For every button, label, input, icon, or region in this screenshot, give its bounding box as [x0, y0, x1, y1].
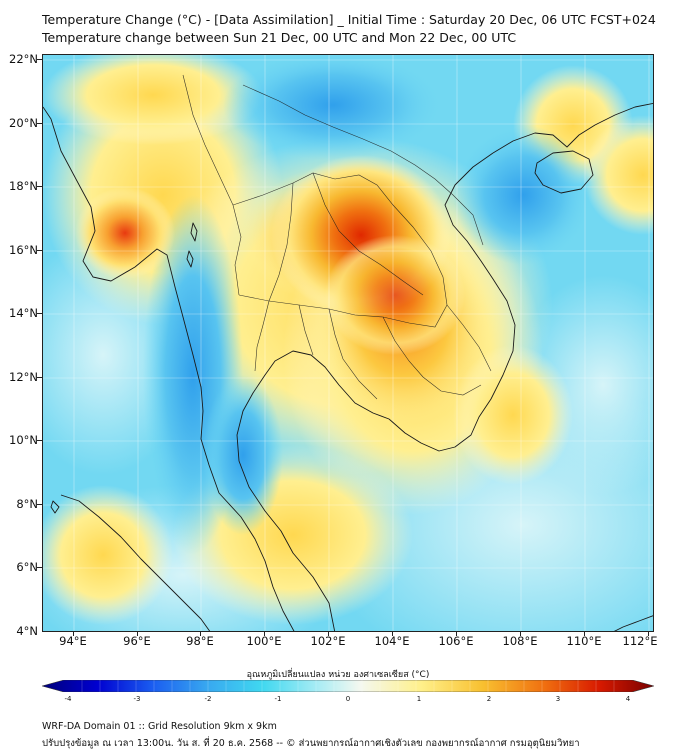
footer-model-info: WRF-DA Domain 01 :: Grid Resolution 9km …	[42, 721, 277, 732]
lon-label-98: 98°E	[186, 634, 214, 648]
lat-label-4: 4°N	[16, 624, 38, 638]
lat-label-14: 14°N	[9, 306, 38, 320]
colorbar-label-2: 2	[486, 695, 492, 703]
lat-label-8: 8°N	[16, 497, 38, 511]
colorbar-title: อุณหภูมิเปลี่ยนแปลง หน่วย องศาเซลเซียส (…	[246, 670, 430, 680]
lon-tick	[520, 632, 521, 636]
lon-label-104: 104°E	[374, 634, 410, 648]
map-title: Temperature Change (°C) - [Data Assimila…	[42, 12, 656, 27]
temperature-change-map	[42, 54, 654, 632]
map-subtitle: Temperature change between Sun 21 Dec, 0…	[42, 30, 517, 45]
colorbar-label-3: 3	[555, 695, 561, 703]
lon-tick	[456, 632, 457, 636]
coastline	[43, 102, 653, 631]
lat-label-16: 16°N	[9, 243, 38, 257]
lon-label-112: 112°E	[622, 634, 658, 648]
lat-tick	[37, 186, 42, 187]
lat-tick	[37, 377, 42, 378]
colorbar-label-minus3: -3	[133, 695, 141, 703]
lon-tick	[648, 632, 649, 636]
map-canvas	[43, 55, 653, 631]
colorbar-label-4: 4	[625, 695, 631, 703]
lon-tick	[200, 632, 201, 636]
lat-tick	[37, 250, 42, 251]
lat-label-6: 6°N	[16, 560, 38, 574]
lon-tick	[328, 632, 329, 636]
colorbar-label-minus1: -1	[274, 695, 282, 703]
lat-label-10: 10°N	[9, 433, 38, 447]
lon-label-110: 110°E	[566, 634, 602, 648]
lat-label-18: 18°N	[9, 179, 38, 193]
colorbar-label-0: 0	[345, 695, 351, 703]
lon-label-106: 106°E	[438, 634, 474, 648]
footer-update-info: ปรับปรุงข้อมูล ณ เวลา 13:00น. วัน ส. ที่…	[42, 738, 580, 749]
lat-tick	[37, 123, 42, 124]
lon-tick	[584, 632, 585, 636]
lon-label-96: 96°E	[123, 634, 151, 648]
lat-tick	[37, 440, 42, 441]
colorbar-label-minus4: -4	[64, 695, 72, 703]
lon-label-94: 94°E	[59, 634, 87, 648]
lat-tick	[37, 567, 42, 568]
lon-tick	[137, 632, 138, 636]
colorbar-label-minus2: -2	[204, 695, 212, 703]
colorbar-bar	[42, 680, 654, 692]
lat-label-22: 22°N	[9, 52, 38, 66]
lon-label-102: 102°E	[310, 634, 346, 648]
colorbar-label-1: 1	[416, 695, 422, 703]
colorbar	[42, 680, 654, 692]
lat-tick	[37, 59, 42, 60]
lat-label-20: 20°N	[9, 116, 38, 130]
admin-borders	[182, 74, 492, 400]
lon-tick	[392, 632, 393, 636]
lat-tick	[37, 504, 42, 505]
lon-tick	[264, 632, 265, 636]
lon-label-100: 100°E	[246, 634, 282, 648]
lat-tick	[37, 313, 42, 314]
lon-label-108: 108°E	[502, 634, 538, 648]
lon-tick	[73, 632, 74, 636]
lat-label-12: 12°N	[9, 370, 38, 384]
